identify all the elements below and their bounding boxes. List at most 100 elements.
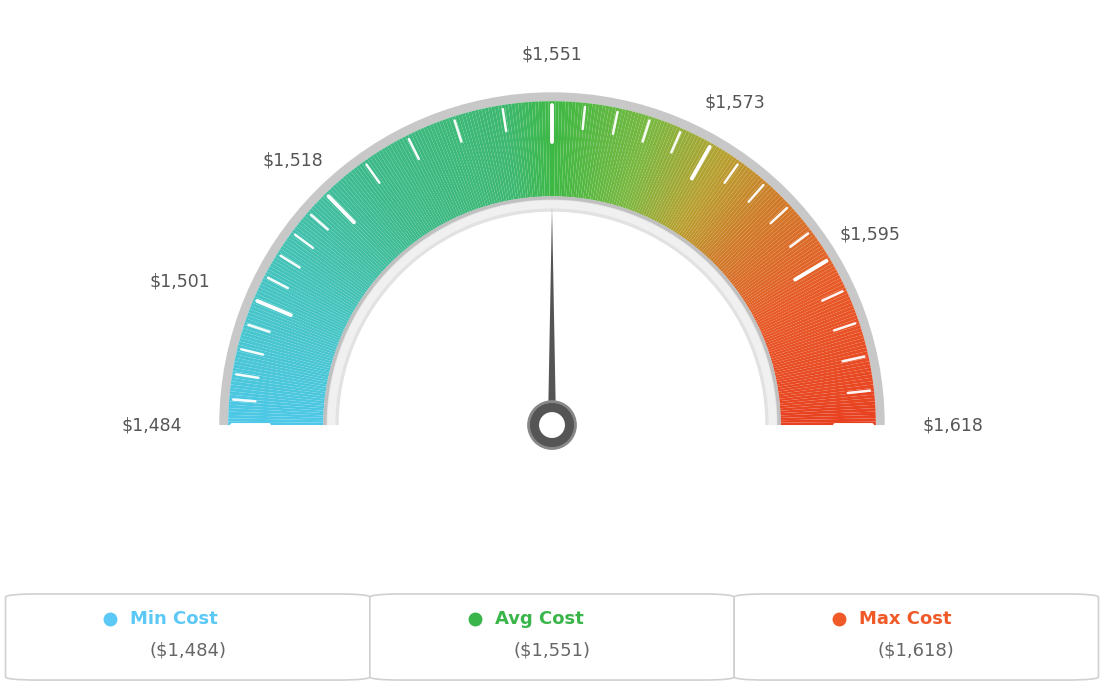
Wedge shape [255, 293, 344, 335]
Wedge shape [229, 408, 326, 415]
Wedge shape [708, 189, 776, 262]
Wedge shape [652, 135, 699, 223]
Wedge shape [592, 106, 613, 202]
Wedge shape [346, 173, 410, 250]
Wedge shape [619, 116, 652, 210]
Wedge shape [220, 92, 884, 425]
Wedge shape [602, 109, 626, 204]
Wedge shape [760, 293, 849, 335]
Circle shape [529, 402, 575, 448]
Wedge shape [778, 418, 875, 423]
Wedge shape [569, 102, 580, 199]
Wedge shape [284, 240, 365, 297]
Wedge shape [309, 208, 383, 275]
Wedge shape [775, 364, 871, 385]
Wedge shape [714, 199, 786, 268]
Wedge shape [481, 108, 505, 204]
Wedge shape [766, 319, 859, 353]
Wedge shape [718, 204, 790, 272]
Wedge shape [743, 252, 827, 306]
Wedge shape [556, 101, 562, 199]
Wedge shape [564, 101, 572, 199]
Wedge shape [393, 141, 443, 228]
Wedge shape [328, 189, 396, 262]
Wedge shape [265, 272, 352, 320]
Wedge shape [545, 101, 550, 199]
Wedge shape [238, 342, 333, 368]
Circle shape [539, 412, 565, 438]
Wedge shape [624, 118, 658, 211]
Wedge shape [402, 137, 449, 224]
Wedge shape [257, 287, 347, 331]
Wedge shape [745, 255, 829, 308]
Wedge shape [452, 116, 485, 210]
Wedge shape [439, 120, 475, 213]
Wedge shape [278, 248, 362, 304]
Wedge shape [275, 255, 359, 308]
Wedge shape [575, 103, 590, 200]
FancyBboxPatch shape [6, 594, 370, 680]
Wedge shape [231, 384, 327, 399]
Wedge shape [433, 123, 470, 215]
Wedge shape [733, 229, 811, 290]
Wedge shape [776, 375, 872, 392]
Wedge shape [429, 124, 468, 215]
Wedge shape [775, 368, 871, 387]
Wedge shape [650, 133, 696, 222]
Wedge shape [237, 344, 332, 371]
Wedge shape [694, 173, 758, 250]
Wedge shape [723, 213, 799, 279]
Wedge shape [300, 219, 378, 282]
Wedge shape [691, 169, 753, 248]
Wedge shape [443, 119, 477, 212]
Wedge shape [752, 272, 839, 320]
Wedge shape [686, 163, 745, 243]
Wedge shape [731, 226, 810, 288]
Wedge shape [498, 105, 517, 201]
Wedge shape [681, 159, 740, 240]
Wedge shape [232, 371, 329, 390]
Wedge shape [246, 315, 339, 351]
Wedge shape [721, 208, 795, 275]
Wedge shape [229, 411, 326, 418]
Wedge shape [678, 155, 734, 237]
Wedge shape [539, 101, 545, 199]
Wedge shape [689, 167, 751, 246]
Wedge shape [777, 384, 873, 399]
Wedge shape [234, 357, 330, 380]
Wedge shape [229, 402, 326, 411]
Wedge shape [229, 398, 326, 408]
Wedge shape [359, 163, 418, 243]
Wedge shape [405, 135, 452, 223]
Wedge shape [578, 104, 593, 200]
Wedge shape [645, 129, 687, 219]
Wedge shape [566, 102, 575, 199]
Wedge shape [478, 109, 502, 204]
Text: $1,484: $1,484 [121, 416, 181, 434]
Wedge shape [471, 110, 498, 206]
Wedge shape [348, 171, 411, 249]
Wedge shape [396, 139, 445, 226]
Wedge shape [277, 252, 361, 306]
Wedge shape [244, 322, 337, 355]
Wedge shape [760, 297, 850, 337]
Wedge shape [640, 126, 680, 217]
Wedge shape [725, 216, 802, 281]
Wedge shape [622, 117, 656, 210]
Wedge shape [736, 237, 818, 296]
Wedge shape [552, 101, 555, 198]
Wedge shape [673, 152, 729, 235]
Wedge shape [375, 152, 431, 235]
Wedge shape [229, 405, 326, 413]
Text: Avg Cost: Avg Cost [495, 611, 583, 629]
Wedge shape [627, 119, 661, 212]
Wedge shape [314, 204, 386, 272]
Wedge shape [655, 137, 702, 224]
Wedge shape [274, 257, 358, 310]
Wedge shape [475, 110, 500, 205]
Wedge shape [328, 200, 777, 425]
Wedge shape [687, 165, 747, 244]
Wedge shape [229, 415, 326, 420]
Wedge shape [634, 123, 671, 215]
Wedge shape [559, 101, 565, 199]
